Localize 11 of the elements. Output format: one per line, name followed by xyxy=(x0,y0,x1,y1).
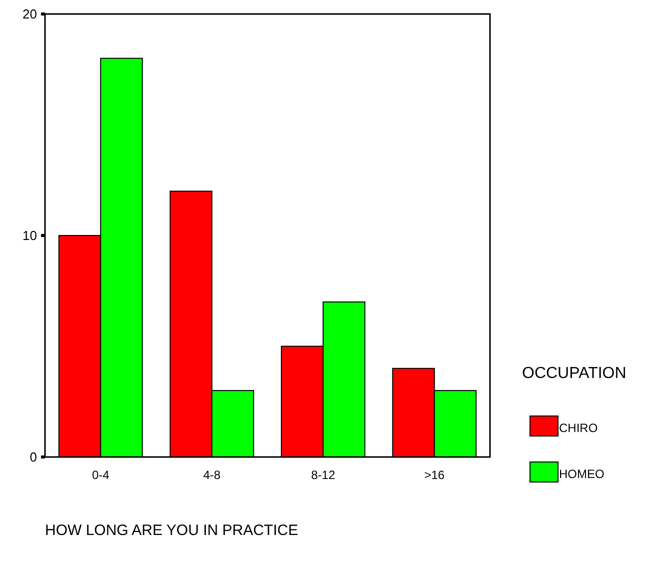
legend-label: CHIRO xyxy=(559,421,598,435)
x-tick-label: >16 xyxy=(424,468,445,482)
x-tick-label: 0-4 xyxy=(92,468,110,482)
legend-title: OCCUPATION xyxy=(522,365,626,382)
legend-label: HOMEO xyxy=(559,467,604,481)
x-axis-title: HOW LONG ARE YOU IN PRACTICE xyxy=(45,522,298,539)
y-tick-label: 20 xyxy=(22,6,37,22)
y-tick-label: 0 xyxy=(30,450,37,465)
x-tick-label: 8-12 xyxy=(311,468,336,482)
x-tick-label: 4-8 xyxy=(203,468,221,482)
y-tick-label: 10 xyxy=(22,228,37,244)
